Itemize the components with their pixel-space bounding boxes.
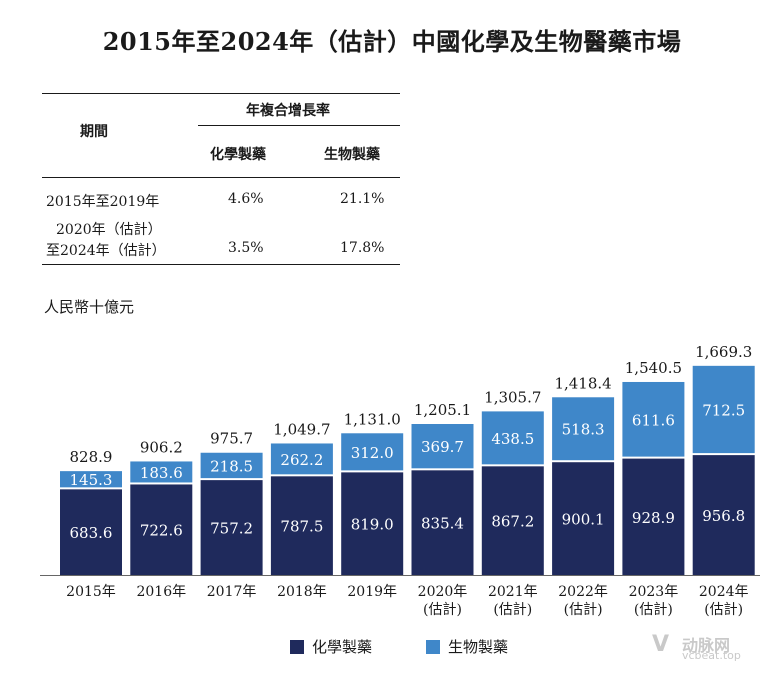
data-label-bio: 262.2: [280, 451, 323, 469]
bar-bio: [622, 381, 685, 457]
watermark-text: 动脉网: [682, 636, 731, 655]
total-label: 906.2: [140, 438, 183, 456]
table-row-chem: 4.6%: [228, 191, 264, 207]
x-tick-label: 2016年: [136, 584, 186, 600]
data-label-bio: 611.6: [632, 411, 675, 429]
watermark-subtext: vcbeat.top: [682, 649, 741, 662]
data-label-chem: 722.6: [140, 522, 183, 540]
legend-label-bio: 生物製藥: [448, 638, 509, 656]
bar-chem: [341, 472, 404, 575]
x-tick-label-sub: (估計): [493, 602, 532, 618]
x-tick-label: 2020年: [418, 584, 468, 600]
x-tick-label: 2021年: [488, 584, 538, 600]
table-row-bio: 17.8%: [340, 240, 385, 256]
bar-bio: [411, 424, 474, 469]
bar-bio: [552, 397, 615, 461]
unit-label: 人民幣十億元: [44, 298, 135, 316]
data-label-chem: 835.4: [421, 515, 464, 533]
bar-chem: [552, 462, 615, 575]
x-tick-label-sub: (估計): [423, 602, 462, 618]
total-label: 828.9: [70, 448, 113, 466]
bar-chem: [411, 470, 474, 575]
data-label-bio: 218.5: [210, 457, 253, 475]
bar-chem: [622, 458, 685, 575]
bar-bio: [60, 471, 122, 488]
data-label-bio: 369.7: [421, 438, 464, 456]
x-tick-label: 2017年: [207, 584, 257, 600]
legend-swatch-chem: [290, 640, 304, 654]
total-label: 1,540.5: [625, 359, 682, 377]
watermark: V 动脉网 vcbeat.top: [652, 632, 772, 662]
total-label: 1,049.7: [273, 420, 330, 438]
table-row-bio: 21.1%: [340, 191, 385, 207]
table-header-bio: 生物製藥: [324, 147, 380, 163]
total-label: 975.7: [210, 430, 253, 448]
total-label: 1,205.1: [414, 401, 471, 419]
page-title: 2015年至2024年（估計）中國化學及生物醫藥市場: [102, 27, 682, 56]
bar-chem: [200, 480, 263, 575]
bar-chem: [270, 476, 333, 575]
data-label-chem: 819.0: [351, 516, 394, 534]
bar-bio: [270, 443, 333, 475]
data-label-bio: 183.6: [140, 464, 183, 482]
x-tick-label-sub: (估計): [564, 602, 603, 618]
table-header-period: 期間: [80, 124, 108, 140]
data-label-chem: 956.8: [702, 507, 745, 525]
table-header-chem: 化學製藥: [210, 147, 266, 163]
data-label-chem: 900.1: [562, 511, 605, 529]
table-header-bottom-rule: [42, 177, 400, 178]
legend-swatch-bio: [426, 640, 440, 654]
total-label: 1,131.0: [344, 410, 401, 428]
x-tick-label: 2015年: [66, 584, 116, 600]
table-row-period-cont: 至2024年（估計）: [46, 243, 166, 259]
bar-chem: [60, 489, 122, 575]
data-label-chem: 787.5: [280, 518, 323, 536]
cagr-table: 年複合增長率 期間 化學製藥 生物製藥 2015年至2019年 4.6% 21.…: [42, 93, 400, 265]
bar-bio: [130, 461, 193, 483]
x-tick-label: 2022年: [558, 584, 608, 600]
x-tick-label: 2018年: [277, 584, 327, 600]
table-row-period: 2020年（估計）: [56, 222, 162, 238]
table-row-chem: 3.5%: [228, 240, 264, 256]
data-label-chem: 757.2: [210, 520, 253, 538]
bar-chem: [692, 455, 755, 575]
x-tick-label-sub: (估計): [704, 602, 743, 618]
bar-chem: [130, 484, 193, 575]
bar-chem: [481, 466, 544, 575]
data-label-chem: 683.6: [70, 524, 113, 542]
total-label: 1,669.3: [695, 343, 752, 361]
data-label-bio: 145.3: [70, 471, 113, 489]
bar-bio: [341, 433, 404, 471]
data-label-chem: 928.9: [632, 509, 675, 527]
data-label-chem: 867.2: [491, 513, 534, 531]
data-label-bio: 712.5: [702, 401, 745, 419]
bar-bio: [481, 411, 544, 465]
total-label: 1,305.7: [484, 388, 541, 406]
legend-label-chem: 化學製藥: [312, 638, 373, 656]
x-tick-label: 2019年: [347, 584, 397, 600]
watermark-logo-icon: V: [652, 632, 670, 657]
table-header-cagr: 年複合增長率: [246, 103, 330, 119]
x-tick-label: 2023年: [629, 584, 679, 600]
table-top-rule: [42, 93, 400, 94]
table-row-period: 2015年至2019年: [46, 194, 160, 210]
data-label-bio: 518.3: [562, 421, 605, 439]
total-label: 1,418.4: [554, 374, 611, 392]
bar-bio: [692, 365, 755, 454]
bar-bio: [200, 452, 263, 479]
data-label-bio: 312.0: [351, 444, 394, 462]
x-tick-label: 2024年: [699, 584, 749, 600]
data-label-bio: 438.5: [491, 430, 534, 448]
table-bottom-rule: [42, 264, 400, 265]
table-mid-rule: [198, 125, 400, 126]
x-tick-label-sub: (估計): [634, 602, 673, 618]
